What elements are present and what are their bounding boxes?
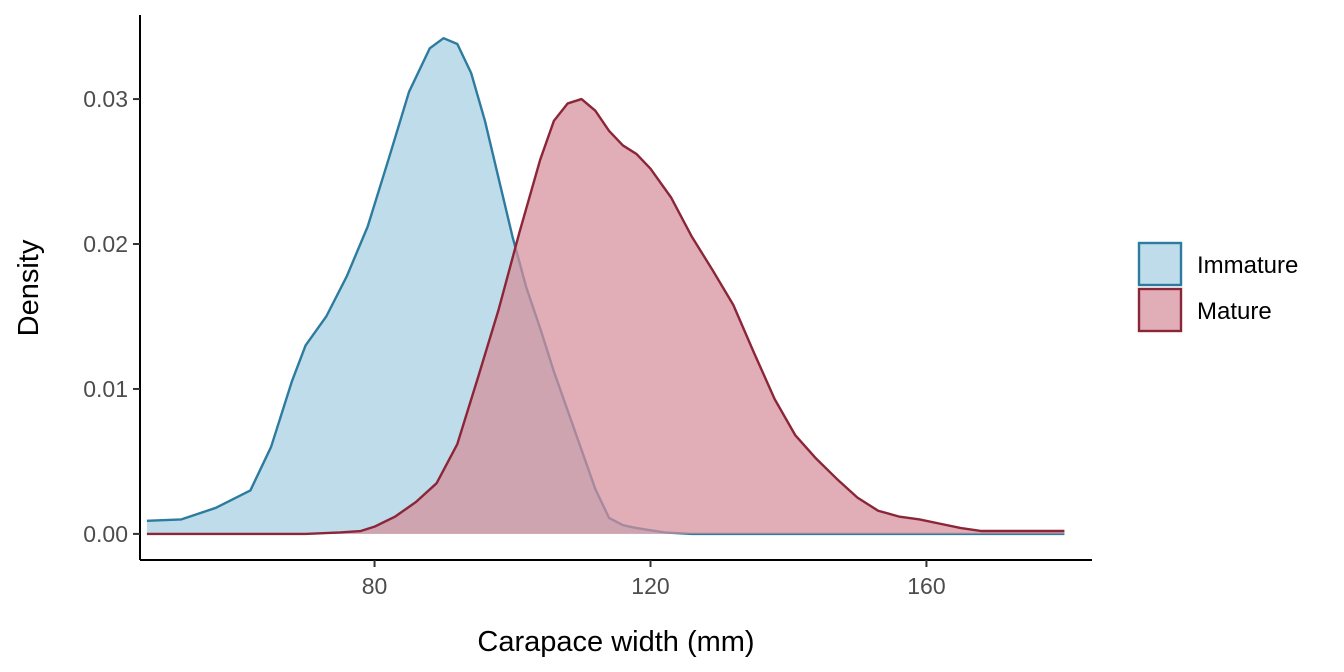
plot-areas bbox=[146, 36, 1065, 536]
y-axis-title: Density bbox=[13, 239, 45, 336]
y-tick-label: 0.01 bbox=[83, 376, 128, 402]
x-tick-label: 80 bbox=[362, 573, 388, 599]
density-area-immature bbox=[146, 38, 1065, 534]
x-tick-label: 120 bbox=[631, 573, 669, 599]
legend-swatch-immature bbox=[1137, 241, 1183, 287]
legend-label-immature: Immature bbox=[1197, 252, 1298, 279]
x-axis-title: Carapace width (mm) bbox=[477, 626, 754, 658]
y-tick-label: 0.03 bbox=[83, 86, 128, 112]
legend: Immature Mature bbox=[1137, 241, 1298, 333]
axes bbox=[139, 15, 1092, 561]
legend-label-mature: Mature bbox=[1197, 298, 1272, 325]
legend-swatch-mature bbox=[1137, 287, 1183, 333]
x-ticks: 80 120 160 bbox=[362, 560, 946, 599]
density-line-mature bbox=[146, 97, 1065, 536]
y-tick-label: 0.00 bbox=[83, 521, 128, 547]
y-ticks: 0.00 0.01 0.02 0.03 bbox=[83, 86, 140, 547]
y-tick-label: 0.02 bbox=[83, 231, 128, 257]
x-tick-label: 160 bbox=[907, 573, 945, 599]
density-area-mature bbox=[146, 99, 1065, 534]
